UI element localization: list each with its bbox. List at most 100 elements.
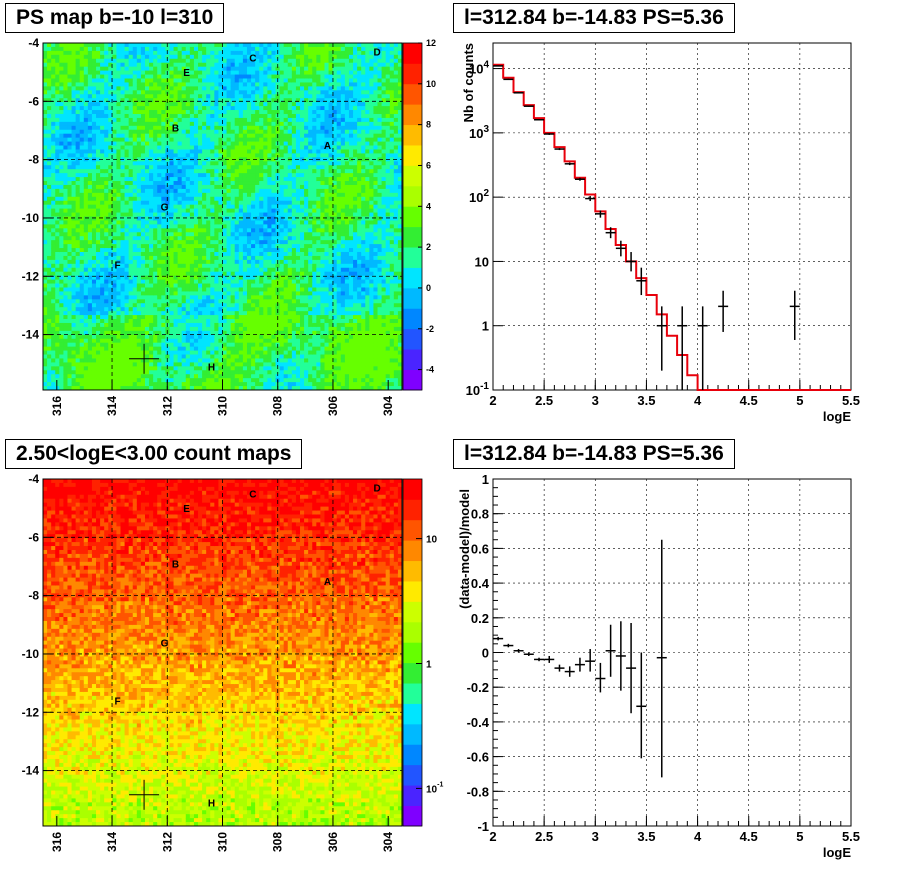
heatmap-cell bbox=[144, 62, 150, 68]
heatmap-cell bbox=[128, 251, 134, 257]
heatmap-cell bbox=[173, 181, 179, 186]
heatmap-cell bbox=[136, 236, 142, 241]
heatmap-cell bbox=[189, 291, 195, 296]
heatmap-cell bbox=[230, 177, 236, 182]
heatmap-cell bbox=[144, 228, 150, 233]
heatmap-cell bbox=[75, 350, 81, 356]
heatmap-cell bbox=[169, 196, 175, 202]
heatmap-cell bbox=[169, 311, 175, 316]
heatmap-cell bbox=[259, 50, 264, 56]
heatmap-cell bbox=[185, 62, 191, 68]
heatmap-cell bbox=[43, 58, 48, 64]
heatmap-cell bbox=[100, 271, 105, 277]
heatmap-cell bbox=[271, 240, 277, 245]
heatmap-cell bbox=[271, 46, 277, 52]
heatmap-cell bbox=[140, 319, 146, 324]
heatmap-cell bbox=[83, 94, 89, 99]
heatmap-cell bbox=[185, 121, 191, 127]
heatmap-cell bbox=[108, 98, 113, 103]
heatmap-cell bbox=[91, 117, 97, 123]
heatmap-cell bbox=[230, 98, 236, 103]
heatmap-cell bbox=[108, 228, 113, 233]
heatmap-cell bbox=[251, 177, 256, 182]
heatmap-cell bbox=[79, 181, 85, 186]
heatmap-cell bbox=[112, 181, 117, 186]
heatmap-cell bbox=[112, 311, 117, 316]
heatmap-cell bbox=[124, 43, 130, 48]
heatmap-cell bbox=[238, 62, 244, 68]
heatmap-cell bbox=[238, 161, 244, 166]
heatmap-cell bbox=[132, 322, 138, 328]
heatmap-cell bbox=[218, 240, 223, 245]
heatmap-cell bbox=[140, 192, 146, 198]
heatmap-cell bbox=[230, 216, 236, 221]
heatmap-cell bbox=[100, 307, 105, 312]
heatmap-cell bbox=[214, 358, 219, 363]
heatmap-cell bbox=[238, 370, 244, 375]
heatmap-cell bbox=[263, 362, 268, 367]
heatmap-cell bbox=[140, 82, 146, 87]
heatmap-cell bbox=[214, 295, 219, 300]
heatmap-cell bbox=[198, 330, 203, 336]
heatmap-cell bbox=[67, 319, 73, 324]
heatmap-cell bbox=[96, 70, 101, 76]
heatmap-cell bbox=[112, 165, 117, 170]
heatmap-cell bbox=[140, 386, 146, 391]
heatmap-cell bbox=[230, 326, 236, 332]
heatmap-cell bbox=[104, 169, 109, 174]
heatmap-cell bbox=[136, 228, 142, 233]
heatmap-cell bbox=[124, 228, 130, 233]
heatmap-cell bbox=[79, 133, 85, 139]
heatmap-cell bbox=[255, 188, 260, 194]
heatmap-cell bbox=[226, 311, 232, 316]
heatmap-cell bbox=[193, 90, 199, 95]
heatmap-cell bbox=[43, 153, 48, 158]
heatmap-cell bbox=[144, 307, 150, 312]
heatmap-cell bbox=[144, 106, 150, 111]
heatmap-cell bbox=[263, 43, 268, 48]
heatmap-cell bbox=[242, 287, 248, 292]
heatmap-cell bbox=[104, 70, 109, 76]
heatmap-cell bbox=[271, 125, 277, 131]
heatmap-cell bbox=[246, 74, 252, 79]
heatmap-cell bbox=[242, 177, 248, 182]
heatmap-cell bbox=[124, 248, 130, 253]
heatmap-cell bbox=[189, 354, 195, 359]
heatmap-cell bbox=[132, 54, 138, 60]
heatmap-cell bbox=[251, 82, 256, 87]
heatmap-cell bbox=[100, 90, 105, 95]
heatmap-cell bbox=[71, 129, 77, 135]
heatmap-cell bbox=[242, 232, 248, 237]
heatmap-cell bbox=[67, 110, 73, 115]
heatmap-cell bbox=[55, 334, 60, 340]
heatmap-cell bbox=[189, 346, 195, 352]
heatmap-cell bbox=[83, 149, 89, 154]
heatmap-cell bbox=[140, 358, 146, 363]
heatmap-cell bbox=[189, 184, 195, 190]
heatmap-cell bbox=[165, 66, 170, 72]
heatmap-cell bbox=[71, 216, 77, 221]
heatmap-cell bbox=[263, 117, 268, 123]
heatmap-cell bbox=[181, 330, 187, 336]
heatmap-cell bbox=[55, 177, 60, 182]
heatmap-cell bbox=[108, 291, 113, 296]
heatmap-cell bbox=[169, 271, 175, 277]
heatmap-cell bbox=[271, 153, 277, 158]
heatmap-cell bbox=[144, 129, 150, 135]
heatmap-cell bbox=[153, 102, 158, 107]
heatmap-cell bbox=[226, 50, 232, 56]
heatmap-cell bbox=[79, 315, 85, 320]
heatmap-cell bbox=[83, 374, 89, 379]
heatmap-cell bbox=[108, 311, 113, 316]
heatmap-cell bbox=[75, 291, 81, 296]
heatmap-cell bbox=[43, 236, 48, 241]
heatmap-cell bbox=[100, 43, 105, 48]
heatmap-cell bbox=[87, 86, 93, 91]
heatmap-cell bbox=[161, 98, 166, 103]
heatmap-cell bbox=[263, 169, 268, 174]
heatmap-cell bbox=[43, 192, 48, 198]
heatmap-cell bbox=[210, 216, 215, 221]
heatmap-cell bbox=[222, 275, 228, 281]
heatmap-cell bbox=[120, 342, 126, 348]
heatmap-cell bbox=[169, 204, 175, 210]
